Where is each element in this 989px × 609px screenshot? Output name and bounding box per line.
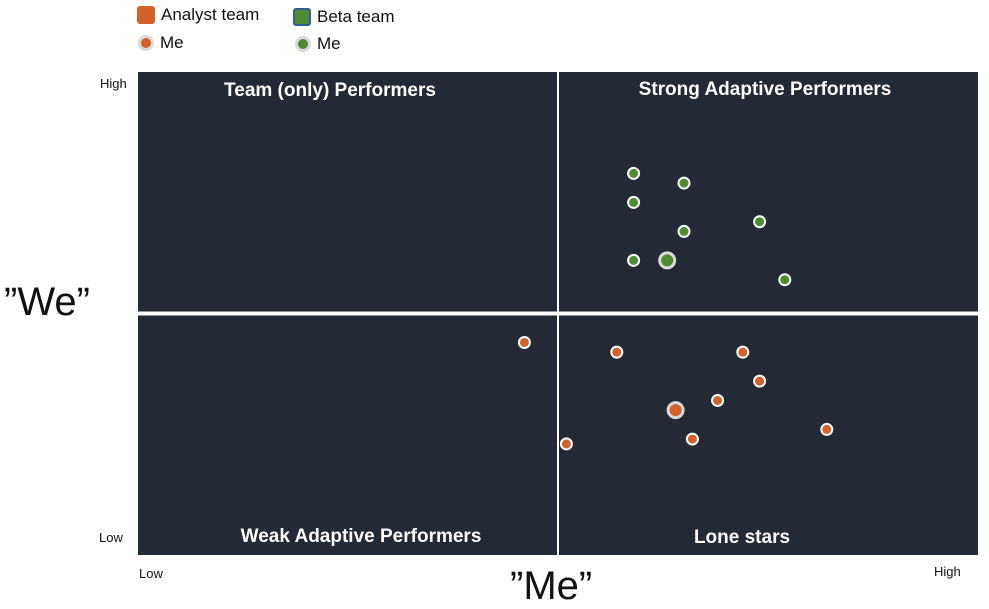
analyst-data-point-2 xyxy=(610,345,624,359)
analyst-me-marker xyxy=(138,35,154,51)
analyst-me-point xyxy=(666,401,685,420)
analyst-data-point-6 xyxy=(685,432,699,446)
beta-me-point xyxy=(658,251,677,270)
y-axis-low-label: Low xyxy=(99,530,123,545)
analyst-data-point-3 xyxy=(736,345,750,359)
legend-item-beta-me: Me xyxy=(295,34,341,54)
beta-me-marker xyxy=(295,36,311,52)
beta-data-point-7 xyxy=(778,273,792,287)
quadrant-scatter-plot xyxy=(138,72,978,555)
analyst-data-point-7 xyxy=(820,422,834,436)
y-axis-title: ”We” xyxy=(4,280,90,324)
x-axis-low-label: Low xyxy=(139,566,163,581)
y-axis-high-label: High xyxy=(100,76,127,91)
quadrant-label-bottom-left: Weak Adaptive Performers xyxy=(240,526,482,547)
beta-data-point-2 xyxy=(677,176,691,190)
beta-data-point-6 xyxy=(627,253,641,267)
analyst-data-point-5 xyxy=(711,393,725,407)
quadrant-label-bottom-right: Lone stars xyxy=(693,527,791,548)
x-axis-title: ”Me” xyxy=(510,564,593,608)
beta-data-point-4 xyxy=(753,215,767,229)
legend-label-beta-me: Me xyxy=(317,34,341,53)
beta-data-point-5 xyxy=(677,224,691,238)
analyst-team-swatch xyxy=(137,6,155,24)
beta-data-point-1 xyxy=(627,166,641,180)
legend-label-analyst-me: Me xyxy=(160,33,184,52)
beta-team-swatch xyxy=(293,8,311,26)
legend-item-analyst-team: Analyst team xyxy=(137,5,259,25)
beta-data-point-3 xyxy=(627,195,641,209)
quadrant-label-top-right: Strong Adaptive Performers xyxy=(638,79,892,100)
legend-item-beta-team: Beta team xyxy=(293,7,395,27)
analyst-data-point-8 xyxy=(559,437,573,451)
quadrant-label-top-left: Team (only) Performers xyxy=(224,80,436,101)
x-axis-high-label: High xyxy=(934,564,961,579)
legend-item-analyst-me: Me xyxy=(138,33,184,53)
analyst-data-point-1 xyxy=(517,335,531,349)
legend-label-beta-team: Beta team xyxy=(317,7,395,26)
analyst-data-point-4 xyxy=(753,374,767,388)
legend-label-analyst-team: Analyst team xyxy=(161,5,260,24)
